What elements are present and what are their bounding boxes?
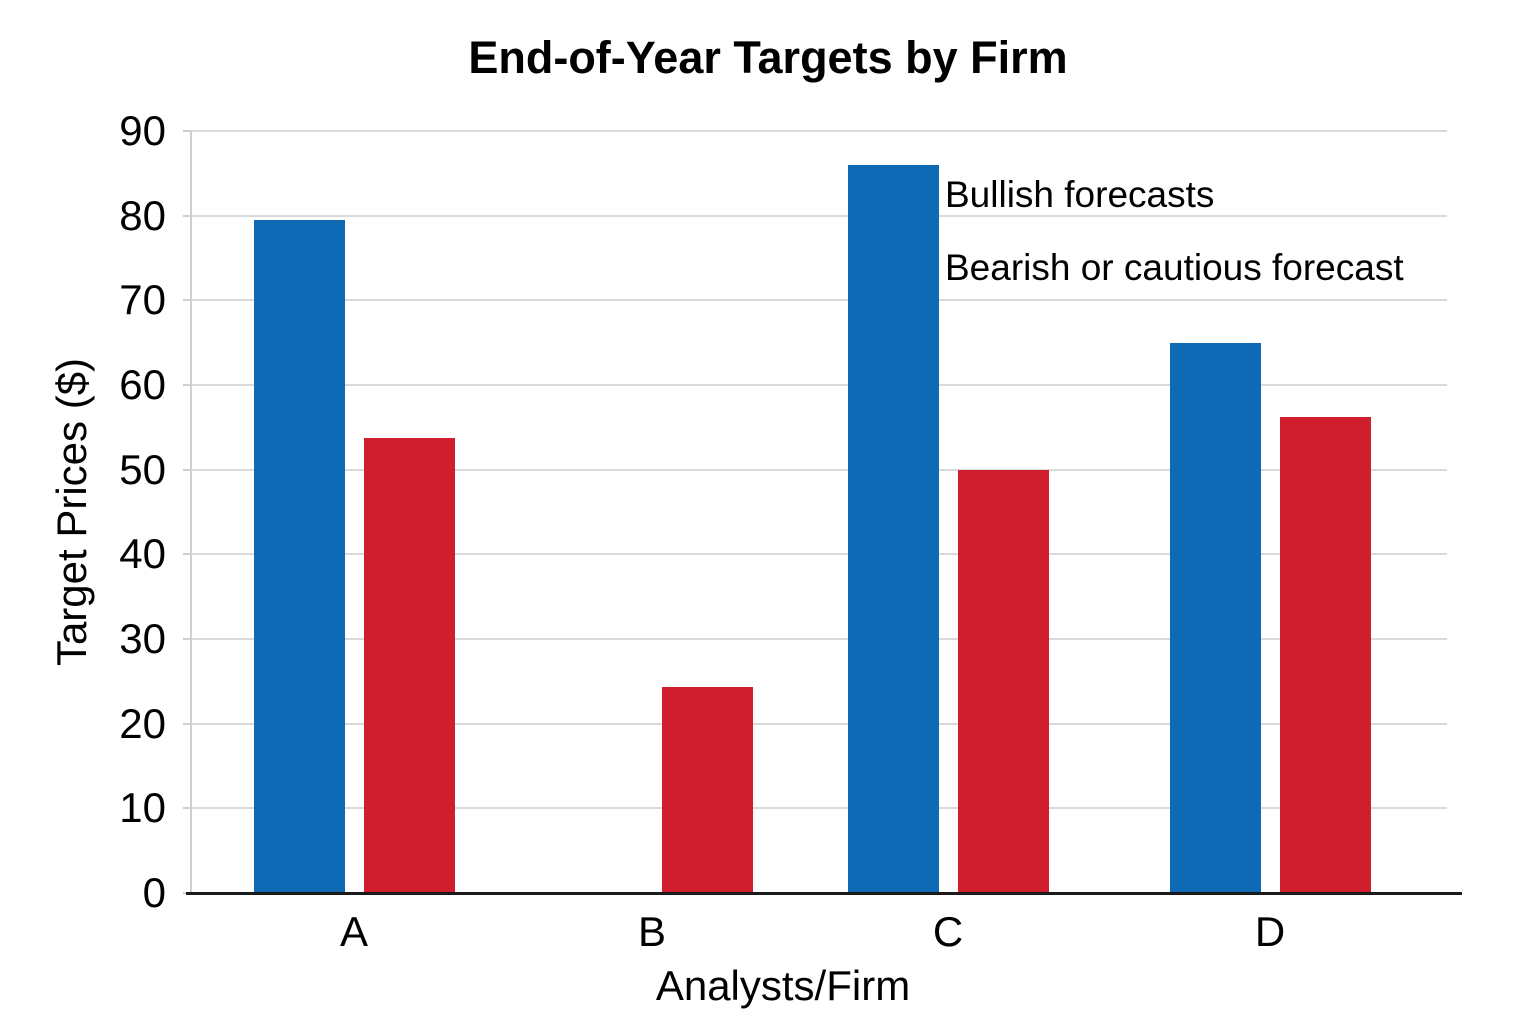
gridline-y-30: [190, 638, 1447, 640]
xtick-label-B: B: [637, 908, 667, 955]
ytick-label-80: 80: [119, 191, 166, 239]
bar-bullish-C: [847, 164, 939, 893]
ytick-label-50: 50: [119, 445, 166, 493]
gridline-y-60: [190, 384, 1447, 386]
ytick-mark-70: [183, 299, 190, 302]
gridline-y-20: [190, 722, 1447, 725]
ytick-label-40: 40: [119, 530, 166, 578]
bar-bearish-D: [1279, 417, 1371, 893]
x-axis-line: [186, 892, 1462, 895]
ytick-mark-30: [183, 638, 190, 640]
gridline-y-80: [190, 214, 1447, 217]
gridline-y-70: [190, 299, 1447, 302]
legend: Bullish forecasts Bearish or cautious fo…: [945, 158, 1404, 304]
y-axis-spine: [190, 131, 192, 893]
chart-title: End-of-Year Targets by Firm: [468, 32, 1068, 83]
ytick-label-60: 60: [119, 361, 166, 408]
ytick-mark-50: [183, 468, 190, 471]
ytick-label-70: 70: [119, 276, 166, 324]
gridline-y-90: [190, 130, 1447, 132]
ytick-mark-60: [183, 384, 190, 386]
bar-bearish-B: [661, 687, 753, 893]
ytick-mark-80: [183, 214, 190, 217]
gridline-y-50: [190, 468, 1447, 471]
x-axis-label: Analysts/Firm: [655, 962, 911, 1009]
ytick-label-0: 0: [142, 869, 166, 916]
ytick-label-30: 30: [119, 615, 166, 662]
xtick-label-D: D: [1254, 908, 1286, 955]
bar-bullish-D: [1169, 342, 1261, 893]
xtick-label-A: A: [339, 908, 369, 955]
ytick-mark-90: [183, 130, 190, 132]
ytick-mark-10: [183, 807, 190, 810]
ytick-label-10: 10: [119, 784, 166, 832]
bar-bearish-A: [363, 438, 455, 893]
ytick-mark-20: [183, 722, 190, 725]
gridline-y-10: [190, 807, 1447, 810]
legend-item-bullish: Bullish forecasts: [945, 174, 1215, 215]
bar-bullish-A: [253, 219, 345, 893]
ytick-label-20: 20: [119, 699, 166, 747]
legend-item-bearish: Bearish or cautious forecast: [945, 247, 1404, 288]
gridline-y-40: [190, 553, 1447, 556]
xtick-label-C: C: [932, 908, 964, 955]
ytick-label-90: 90: [119, 107, 166, 154]
ytick-mark-40: [183, 553, 190, 556]
bar-bearish-C: [957, 469, 1049, 893]
